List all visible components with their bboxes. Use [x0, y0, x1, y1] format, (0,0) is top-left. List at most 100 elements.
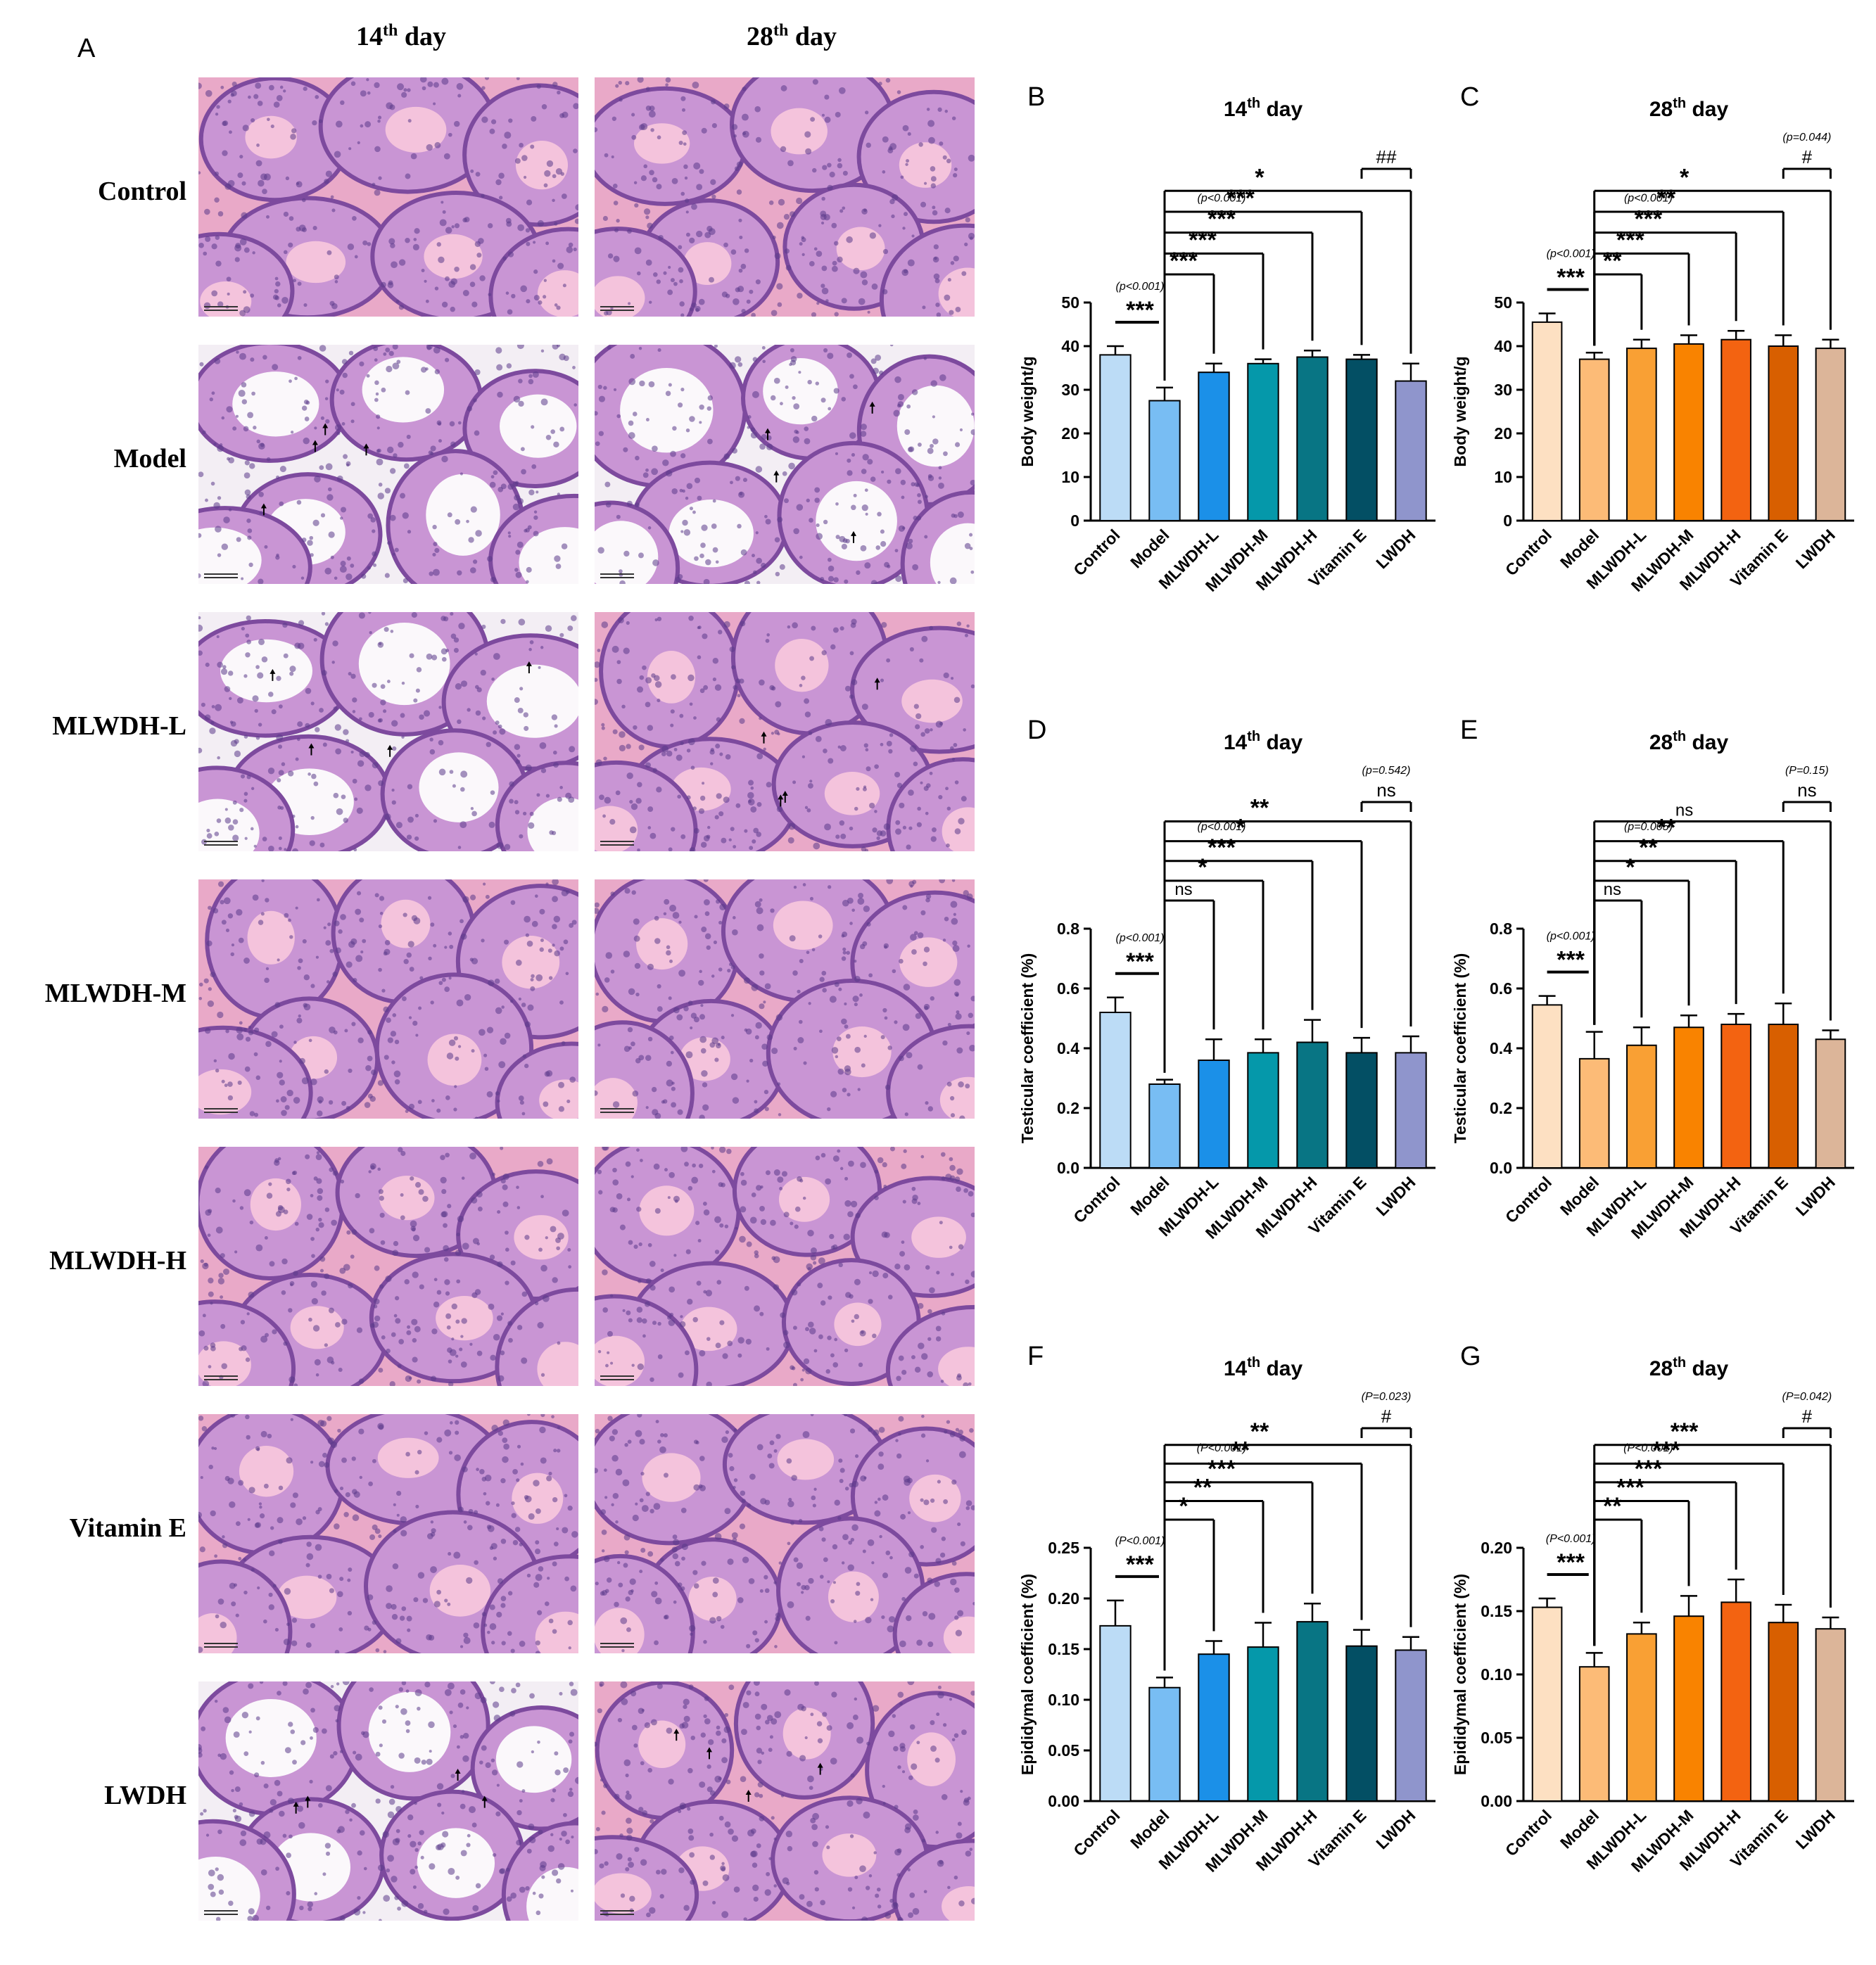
p-value: (p=0.542) — [1362, 765, 1411, 777]
col-head-prefix: 14 — [356, 22, 383, 51]
bar — [1198, 1653, 1230, 1802]
p-value: (P=0.15) — [1785, 765, 1829, 777]
title-suffix: day — [1260, 1357, 1303, 1380]
scale-bar — [204, 1910, 238, 1915]
histology-image — [198, 612, 578, 851]
significance-marker: ns — [1797, 780, 1816, 801]
x-tick-label: Model — [1127, 1806, 1172, 1852]
significance-marker: * — [1198, 854, 1208, 881]
y-tick-label: 0.4 — [1490, 1039, 1512, 1057]
significance-marker: ns — [1675, 801, 1693, 820]
x-tick-label: LWDH — [1792, 1806, 1839, 1852]
histology-image — [595, 345, 975, 584]
row-label-mlwdh-h: MLWDH-H — [49, 1246, 186, 1276]
significance-marker: # — [1802, 1406, 1813, 1427]
title-superscript: th — [1247, 729, 1260, 744]
x-tick-label: Model — [1557, 1173, 1602, 1219]
p-value: (p<0.001) — [1116, 932, 1165, 944]
y-tick-label: 0.4 — [1057, 1039, 1079, 1057]
x-tick-label: LWDH — [1372, 526, 1419, 572]
significance-marker: *** — [1557, 1549, 1585, 1576]
title-number: 14 — [1224, 1357, 1248, 1380]
chart-title: 28th day — [1649, 1355, 1729, 1380]
y-tick-label: 0.15 — [1481, 1602, 1512, 1620]
chart-title: 28th day — [1649, 96, 1729, 121]
bar — [1296, 356, 1329, 521]
title-suffix: day — [1260, 731, 1303, 754]
significance-marker: ** — [1657, 185, 1676, 212]
p-value: (p=0.005) — [1624, 821, 1673, 833]
histology-image — [595, 879, 975, 1119]
significance-marker: ns — [1376, 780, 1395, 801]
col-head-sup: th — [383, 21, 398, 40]
x-tick-label: LWDH — [1372, 1173, 1419, 1219]
scale-bar — [600, 1375, 634, 1380]
bar — [1247, 1646, 1279, 1802]
row-label-mlwdh-m: MLWDH-M — [44, 979, 186, 1008]
significance-marker: # — [1802, 146, 1813, 167]
title-number: 28 — [1649, 98, 1673, 121]
bar — [1578, 1666, 1610, 1802]
bar — [1296, 1621, 1329, 1802]
bar — [1673, 1026, 1704, 1169]
p-value: (P=0.023) — [1362, 1391, 1412, 1403]
title-suffix: day — [1260, 98, 1303, 121]
title-number: 28 — [1649, 731, 1673, 754]
significance-marker: *** — [1652, 1437, 1680, 1463]
significance-marker: *** — [1227, 185, 1255, 212]
y-tick-label: 0.25 — [1048, 1539, 1079, 1557]
y-tick-label: 0.20 — [1481, 1539, 1512, 1557]
y-tick-label: 0.6 — [1057, 979, 1079, 998]
scale-bar — [600, 573, 634, 578]
row-label-vitamin-e: Vitamin E — [69, 1513, 186, 1543]
bar — [1531, 321, 1563, 521]
y-tick-label: 10 — [1494, 468, 1512, 486]
bar — [1099, 1624, 1132, 1802]
scale-bar — [204, 1108, 238, 1113]
y-tick-label: 0.00 — [1481, 1792, 1512, 1810]
histology-image — [595, 1147, 975, 1386]
row-label-control: Control — [98, 177, 186, 206]
significance-marker: * — [1179, 1493, 1189, 1520]
column-header-28th-day: 28th day — [602, 21, 982, 52]
row-label-model: Model — [113, 444, 186, 473]
bar — [1148, 1083, 1181, 1169]
scale-bar — [600, 1108, 634, 1113]
bar — [1768, 1622, 1799, 1802]
chart-d-testicular-14th-day: D 14th day 0.0 0.2 0.4 0.6 0.8 Testicular coeff… — [1013, 716, 1450, 1319]
x-tick-label: LWDH — [1372, 1806, 1419, 1852]
y-tick-label: 20 — [1494, 424, 1512, 443]
scale-bar — [204, 1643, 238, 1648]
p-value: (p<0.001) — [1624, 193, 1673, 205]
bar — [1247, 1052, 1279, 1169]
y-axis-label: Body weight/g — [1451, 356, 1469, 466]
significance-marker: * — [1255, 164, 1265, 191]
title-superscript: th — [1673, 1355, 1686, 1371]
bar — [1815, 348, 1846, 521]
significance-marker: ** — [1250, 795, 1269, 822]
title-superscript: th — [1247, 96, 1260, 111]
chart-title: 14th day — [1224, 96, 1303, 121]
bar — [1815, 1038, 1846, 1169]
significance-marker: ** — [1603, 248, 1622, 274]
significance-marker: ns — [1174, 880, 1192, 899]
significance-marker: *** — [1170, 248, 1198, 274]
bar — [1198, 371, 1230, 522]
significance-marker: * — [1236, 815, 1246, 841]
column-header-14th-day: 14th day — [211, 21, 591, 52]
significance-marker: *** — [1557, 265, 1585, 291]
bar — [1673, 343, 1704, 521]
histology-image — [198, 77, 578, 317]
chart-e-testicular-28th-day: E 28th day 0.0 0.2 0.4 0.6 0.8 Testicular coeff… — [1446, 716, 1868, 1319]
panel-letter: D — [1027, 716, 1046, 745]
significance-marker: # — [1381, 1406, 1392, 1427]
title-suffix: day — [1686, 731, 1728, 754]
bar — [1720, 1024, 1751, 1169]
y-tick-label: 0.05 — [1048, 1741, 1079, 1760]
significance-marker: ** — [1250, 1418, 1269, 1445]
scale-bar — [600, 1643, 634, 1648]
bar — [1148, 1686, 1181, 1802]
significance-marker: *** — [1189, 227, 1217, 253]
significance-marker: ## — [1376, 146, 1397, 167]
y-tick-label: 0.6 — [1490, 979, 1512, 998]
